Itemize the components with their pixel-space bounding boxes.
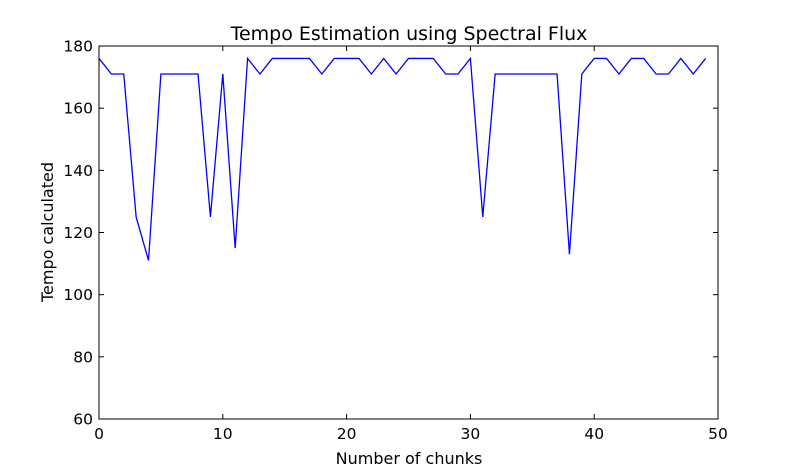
- y-tick-label: 180: [63, 38, 93, 56]
- y-tick-label: 140: [63, 162, 93, 180]
- y-tick-label: 120: [63, 224, 93, 242]
- y-axis-title: Tempo calculated: [38, 162, 57, 303]
- x-tick-label: 30: [461, 425, 481, 443]
- x-tick-label: 10: [213, 425, 233, 443]
- x-tick-label: 40: [584, 425, 604, 443]
- y-tick-label: 60: [73, 411, 93, 429]
- y-tick-label: 100: [63, 286, 93, 304]
- plot-area: [99, 46, 718, 419]
- x-tick-label: 0: [94, 425, 104, 443]
- series-line-0: [98, 56, 707, 261]
- y-tick-label: 80: [73, 348, 93, 366]
- chart-title: Tempo Estimation using Spectral Flux: [230, 23, 588, 45]
- series-layer: [98, 56, 707, 261]
- y-tick-label: 160: [63, 100, 93, 118]
- x-tick-label: 50: [708, 425, 728, 443]
- x-axis-title: Number of chunks: [336, 449, 483, 466]
- plot-frame: [98, 45, 719, 420]
- x-tick-label: 20: [337, 425, 357, 443]
